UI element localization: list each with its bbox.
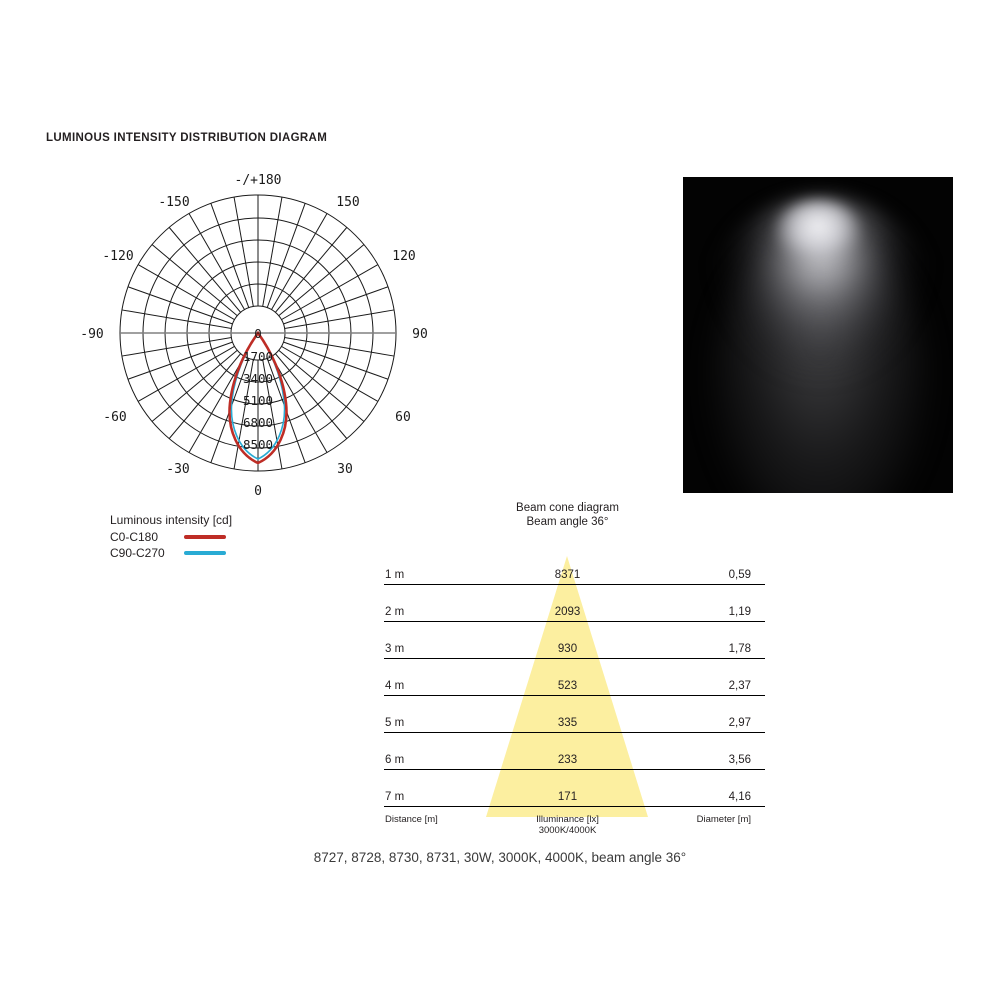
- row-rule: [384, 621, 765, 622]
- cell-distance: 6 m: [385, 754, 405, 766]
- footer-diameter-label: Diameter [m]: [696, 814, 751, 825]
- footer-illuminance-line2: 3000K/4000K: [538, 825, 597, 836]
- beam-cone-title: Beam cone diagram: [516, 502, 619, 514]
- cell-illuminance: 930: [557, 643, 578, 655]
- cell-illuminance: 2093: [554, 606, 581, 618]
- legend-swatch-c90-c270: [184, 551, 226, 555]
- cell-distance: 4 m: [385, 680, 405, 692]
- cell-diameter: 2,97: [728, 717, 751, 729]
- cell-distance: 7 m: [385, 791, 405, 803]
- footer-distance-label: Distance [m]: [385, 814, 438, 825]
- polar-label-minus60: -60: [103, 410, 126, 425]
- beam-glow-hotspot: [776, 201, 860, 261]
- legend-item-c0-c180: C0-C180: [110, 529, 232, 545]
- polar-spokes: [120, 195, 396, 471]
- cell-diameter: 1,19: [728, 606, 751, 618]
- polar-radial-label-1700: 1700: [243, 349, 273, 364]
- beam-cone-triangle: [486, 556, 648, 817]
- cell-illuminance: 171: [557, 791, 578, 803]
- cell-illuminance: 233: [557, 754, 578, 766]
- row-rule: [384, 806, 765, 807]
- legend-label-c0-c180: C0-C180: [110, 530, 159, 544]
- cell-distance: 3 m: [385, 643, 405, 655]
- row-rule: [384, 769, 765, 770]
- beam-cone-heading: Beam cone diagram Beam angle 36°: [370, 501, 765, 529]
- legend-item-c90-c270: C90-C270: [110, 545, 232, 561]
- polar-label-90: 90: [412, 327, 428, 342]
- polar-label-0-bottom: 0: [254, 484, 262, 499]
- polar-label-minus150: -150: [158, 195, 189, 210]
- table-row: 2 m 2093 1,19: [370, 585, 765, 622]
- polar-label-180: -/+180: [235, 173, 282, 188]
- polar-label-minus90: -90: [80, 327, 103, 342]
- cell-illuminance: 335: [557, 717, 578, 729]
- cell-diameter: 1,78: [728, 643, 751, 655]
- beam-cone-table: 1 m 8371 0,59 2 m 2093 1,19 3 m 930 1,78…: [370, 548, 765, 836]
- cell-illuminance: 8371: [554, 569, 581, 581]
- beam-cone-shape-svg: [486, 556, 648, 817]
- footer-illuminance-line1: Illuminance [lx]: [536, 814, 599, 825]
- page-title: LUMINOUS INTENSITY DISTRIBUTION DIAGRAM: [46, 132, 328, 144]
- beam-cone-diagram: 1 m 8371 0,59 2 m 2093 1,19 3 m 930 1,78…: [370, 548, 765, 843]
- table-row: 3 m 930 1,78: [370, 622, 765, 659]
- table-row: 5 m 335 2,97: [370, 696, 765, 733]
- cell-diameter: 0,59: [728, 569, 751, 581]
- product-caption: 8727, 8728, 8730, 8731, 30W, 3000K, 4000…: [313, 850, 687, 865]
- polar-radial-label-0: 0: [254, 326, 262, 341]
- cell-diameter: 2,37: [728, 680, 751, 692]
- curve-c0-c180: [228, 330, 288, 465]
- legend-label-c90-c270: C90-C270: [110, 546, 165, 560]
- row-rule: [384, 584, 765, 585]
- row-rule: [384, 732, 765, 733]
- polar-radial-label-6800: 6800: [243, 415, 273, 430]
- cell-distance: 5 m: [385, 717, 405, 729]
- table-row: 4 m 523 2,37: [370, 659, 765, 696]
- polar-chart-svg: -/+180 -150 150 -120 120 -90 90 -60 60 -…: [80, 173, 428, 499]
- beam-angle-subtitle: Beam angle 36°: [526, 516, 609, 528]
- footer-illuminance-label: Illuminance [lx] 3000K/4000K: [370, 814, 765, 836]
- polar-label-minus30: -30: [166, 462, 189, 477]
- table-row: 1 m 8371 0,59: [370, 548, 765, 585]
- polar-label-60: 60: [395, 410, 411, 425]
- polar-label-30: 30: [337, 462, 353, 477]
- legend-swatch-c0-c180: [184, 535, 226, 539]
- polar-radial-label-3400: 3400: [243, 371, 273, 386]
- polar-label-minus120: -120: [102, 249, 133, 264]
- polar-chart-legend: Luminous intensity [cd] C0-C180 C90-C270: [110, 512, 232, 561]
- table-row: 7 m 171 4,16: [370, 770, 765, 807]
- row-rule: [384, 658, 765, 659]
- polar-radial-label-8500: 8500: [243, 437, 273, 452]
- beam-cone-column-headers: Distance [m] Illuminance [lx] 3000K/4000…: [370, 814, 765, 842]
- row-rule: [384, 695, 765, 696]
- polar-label-120: 120: [392, 249, 415, 264]
- cell-distance: 2 m: [385, 606, 405, 618]
- cell-diameter: 3,56: [728, 754, 751, 766]
- polar-label-150: 150: [336, 195, 359, 210]
- cell-distance: 1 m: [385, 569, 405, 581]
- beam-photo: [683, 177, 953, 493]
- polar-radial-label-5100: 5100: [243, 393, 273, 408]
- legend-title: Luminous intensity [cd]: [110, 513, 233, 527]
- cell-diameter: 4,16: [728, 791, 751, 803]
- table-row: 6 m 233 3,56: [370, 733, 765, 770]
- luminous-intensity-polar-chart: -/+180 -150 150 -120 120 -90 90 -60 60 -…: [60, 168, 460, 508]
- cell-illuminance: 523: [557, 680, 578, 692]
